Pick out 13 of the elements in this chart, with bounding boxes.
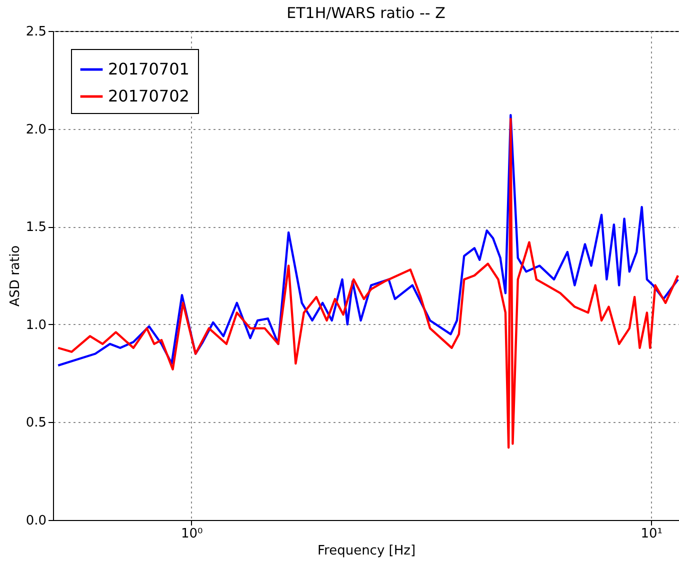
y-tick-label: 0.0	[26, 514, 46, 528]
y-tick-label: 2.0	[26, 122, 46, 138]
x-axis-title: Frequency [Hz]	[317, 544, 416, 558]
y-tick-label: 1.5	[26, 220, 46, 236]
y-tick-label: 1.0	[26, 318, 46, 333]
y-axis-title: ASD ratio	[8, 245, 23, 307]
legend-label: 20170702	[108, 86, 190, 106]
legend-label: 20170701	[108, 60, 190, 78]
x-tick-label: 10¹	[640, 526, 662, 542]
chart-title: ET1H/WARS ratio -- Z	[286, 4, 446, 22]
y-tick-label: 2.5	[26, 24, 46, 40]
y-tick-label: 0.5	[26, 416, 46, 431]
x-tick-label: 10⁰	[181, 526, 203, 542]
